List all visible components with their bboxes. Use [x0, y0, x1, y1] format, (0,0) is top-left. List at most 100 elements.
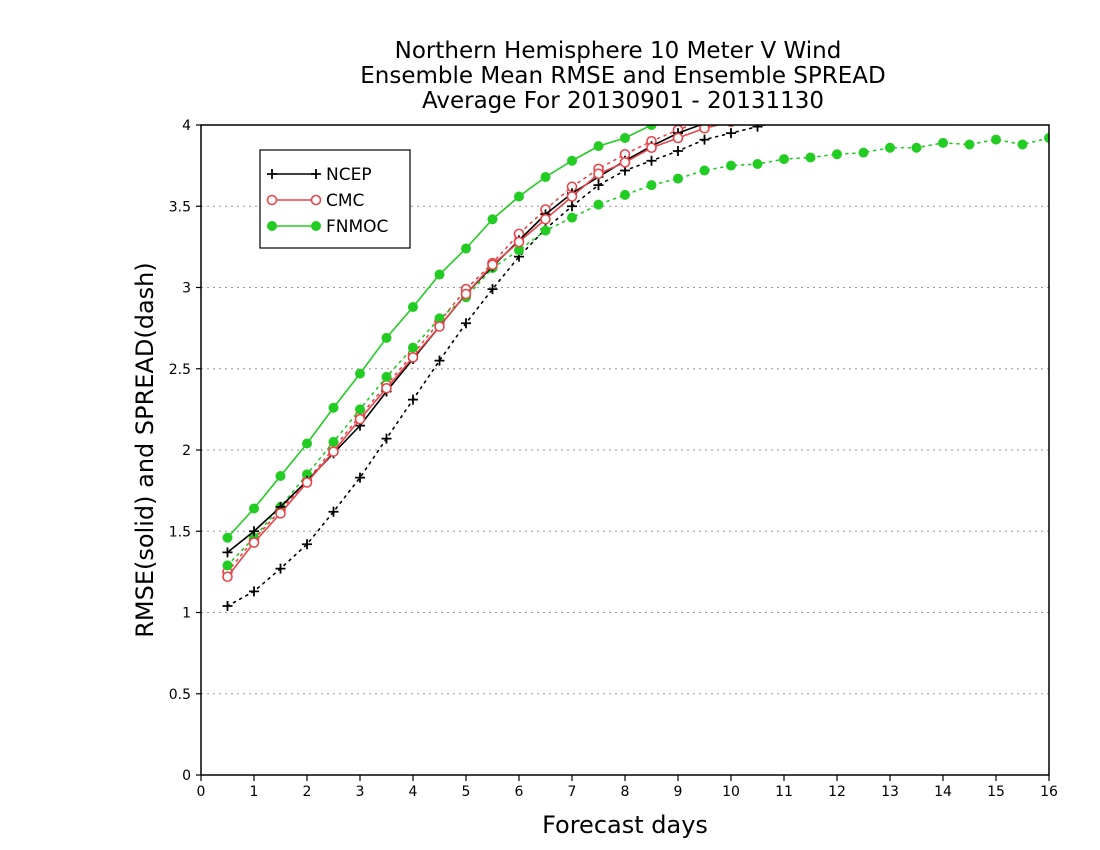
x-tick-label: 7 [568, 784, 577, 800]
legend-marker-cmc [266, 194, 278, 206]
series-ncep-spread-point [249, 586, 259, 597]
series-fnmoc-spread-point [832, 149, 842, 160]
series-fnmoc-spread-point [911, 142, 922, 153]
series-fnmoc-spread-point [699, 165, 710, 176]
series-cmc-rmse-point [275, 508, 286, 519]
series-fnmoc-rmse-point [408, 302, 418, 312]
x-tick-label: 11 [775, 784, 793, 800]
y-axis-label: RMSE(solid) and SPREAD(dash) [131, 262, 159, 638]
series-fnmoc-rmse-point [461, 243, 471, 254]
axes: 00.511.522.533.540 1 2 3 4 5 6 7 8 9 10 11 12 13 14 15 1… [169, 118, 1058, 800]
series-ncep-spread-point [646, 155, 657, 166]
series-fnmoc-spread-point [381, 371, 392, 382]
series-cmc-rmse-point [540, 213, 551, 225]
series-layer [222, 125, 1049, 611]
series-fnmoc-spread-point [567, 212, 577, 223]
series-fnmoc-rmse-point [275, 471, 286, 481]
title-line-1: Northern Hemisphere 10 Meter V Wind [395, 38, 842, 64]
series-ncep-spread-point [328, 506, 339, 517]
legend-label-ncep: NCEP [326, 165, 372, 185]
series-ncep-rmse-point [222, 547, 233, 558]
series-ncep-rmse-point [249, 526, 259, 537]
series-ncep-spread-point [699, 134, 710, 145]
series-cmc-rmse-point [248, 537, 260, 548]
series-ncep-spread-point [461, 318, 471, 329]
series-fnmoc-spread-point [222, 560, 233, 571]
x-tick-label: 15 [987, 784, 1005, 800]
series-fnmoc-spread-point [646, 180, 657, 191]
series-fnmoc-spread-point [964, 139, 975, 150]
x-tick-label: 16 [1040, 784, 1058, 800]
series-fnmoc-rmse-point [540, 172, 551, 182]
y-tick-label: 2 [182, 443, 191, 459]
series-fnmoc-rmse-point [593, 141, 604, 152]
x-tick-label: 5 [462, 784, 471, 800]
series-cmc-rmse-point [699, 125, 710, 134]
series-ncep-spread-point [355, 472, 365, 483]
legend-marker-cmc [310, 194, 322, 206]
series-cmc-rmse-point [487, 259, 498, 271]
series-fnmoc-spread-point [938, 137, 948, 148]
series-ncep-spread-line [226, 125, 768, 607]
series-fnmoc-spread-point [805, 152, 816, 163]
series-fnmoc-spread-point [991, 134, 1001, 145]
legend-item-ncep: NCEP [267, 165, 372, 185]
series-fnmoc-rmse-point [328, 402, 339, 413]
legend-marker-fnmoc [267, 221, 277, 231]
series-fnmoc-spread-line [226, 137, 1049, 567]
x-axis-label: Forecast days [542, 811, 708, 839]
y-tick-label: 4 [182, 118, 191, 134]
x-tick-label: 4 [409, 784, 418, 800]
legend-marker-ncep [311, 169, 321, 179]
y-tick-label: 0 [182, 768, 191, 784]
series-cmc-rmse-point [593, 168, 604, 180]
series-fnmoc-rmse-point [302, 438, 312, 449]
x-tick-label: 13 [881, 784, 899, 800]
series-cmc-rmse-point [460, 288, 472, 300]
series-fnmoc-spread-point [540, 225, 551, 236]
x-tick-label: 3 [356, 784, 365, 800]
series-cmc-rmse-point [513, 236, 525, 248]
series-fnmoc-spread-point [779, 154, 789, 165]
series-cmc-rmse-point [328, 446, 339, 457]
x-tick-label: 8 [621, 784, 630, 800]
series-fnmoc-spread-point [1017, 139, 1028, 150]
series-fnmoc-spread-point [858, 147, 869, 158]
series-cmc-rmse [222, 125, 736, 583]
legend-item-cmc: CMC [266, 191, 364, 211]
series-cmc-rmse-point [672, 132, 684, 144]
series-fnmoc-rmse-point [249, 503, 259, 514]
legend-marker-fnmoc [311, 221, 321, 231]
title-line-3: Average For 20130901 - 20131130 [422, 88, 824, 114]
series-cmc-rmse-point [381, 382, 392, 394]
series-ncep-spread-point [487, 284, 498, 295]
series-cmc-rmse-point [619, 157, 631, 168]
x-tick-label: 9 [674, 784, 683, 800]
series-fnmoc-rmse-point [222, 532, 233, 543]
series-ncep-spread-point [408, 394, 418, 405]
series-fnmoc-spread-point [328, 436, 339, 447]
x-tick-label: 0 [197, 784, 206, 800]
series-fnmoc-spread-point [355, 404, 365, 415]
series-fnmoc-rmse-point [381, 332, 392, 343]
x-tick-label: 12 [828, 784, 846, 800]
series-fnmoc-rmse-point [646, 125, 657, 130]
series-fnmoc-rmse-point [514, 191, 524, 202]
series-cmc-rmse-point [354, 413, 366, 425]
series-ncep-spread-point [752, 125, 763, 132]
legend-items: NCEP CMC FNMOC [266, 165, 388, 237]
series-fnmoc-rmse-point [434, 269, 445, 280]
series-ncep-spread-point [726, 128, 736, 139]
series-fnmoc-rmse-point [567, 155, 577, 166]
y-tick-label: 2.5 [169, 362, 191, 378]
series-ncep-spread-point [381, 433, 392, 444]
series-fnmoc-spread-point [885, 142, 895, 153]
series-fnmoc-spread-point [593, 199, 604, 210]
y-tick-label: 3.5 [169, 199, 191, 215]
series-cmc-rmse-point [407, 352, 419, 363]
y-tick-label: 1 [182, 606, 191, 622]
y-tick-label: 0.5 [169, 687, 191, 703]
x-tick-label: 14 [934, 784, 952, 800]
series-ncep-spread-point [302, 539, 312, 550]
